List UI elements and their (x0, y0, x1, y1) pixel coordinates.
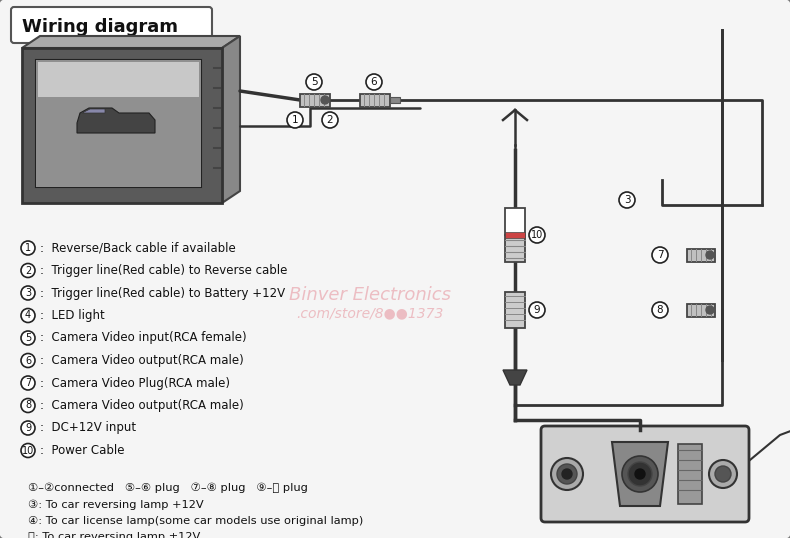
Circle shape (562, 469, 572, 479)
Circle shape (21, 331, 35, 345)
Polygon shape (22, 36, 240, 48)
Text: :  Trigger line(Red cable) to Reverse cable: : Trigger line(Red cable) to Reverse cab… (40, 264, 288, 277)
Circle shape (709, 460, 737, 488)
Polygon shape (77, 108, 155, 133)
Text: 5: 5 (24, 333, 31, 343)
Text: 1: 1 (292, 115, 299, 125)
Bar (300, 94, 330, 107)
Circle shape (706, 306, 714, 314)
Circle shape (551, 458, 583, 490)
Circle shape (21, 376, 35, 390)
Polygon shape (612, 442, 668, 506)
FancyBboxPatch shape (541, 426, 749, 522)
Circle shape (628, 462, 652, 486)
Circle shape (322, 112, 338, 128)
Circle shape (21, 443, 35, 457)
Text: 2: 2 (24, 265, 31, 275)
Circle shape (529, 302, 545, 318)
Circle shape (622, 456, 658, 492)
Bar (505, 235, 525, 262)
Text: 10: 10 (531, 230, 544, 240)
Text: :  Camera Video output(RCA male): : Camera Video output(RCA male) (40, 399, 244, 412)
Circle shape (21, 264, 35, 278)
FancyBboxPatch shape (11, 7, 212, 43)
Bar (22, 48, 222, 203)
Circle shape (21, 399, 35, 413)
Text: ④: To car license lamp(some car models use original lamp): ④: To car license lamp(some car models u… (28, 516, 363, 526)
Text: 6: 6 (25, 356, 31, 365)
Circle shape (21, 421, 35, 435)
Text: Binver Electronics: Binver Electronics (289, 286, 451, 304)
Polygon shape (222, 36, 240, 203)
Text: :  LED light: : LED light (40, 309, 105, 322)
Text: 7: 7 (24, 378, 31, 388)
Text: 8: 8 (25, 400, 31, 410)
Bar (678, 444, 702, 504)
Bar (360, 94, 390, 107)
Text: 4: 4 (25, 310, 31, 321)
Circle shape (619, 192, 635, 208)
Circle shape (366, 74, 382, 90)
Circle shape (715, 466, 731, 482)
Text: .com/store/8●●1373: .com/store/8●●1373 (296, 306, 444, 320)
Text: :  Power Cable: : Power Cable (40, 444, 125, 457)
Text: 2: 2 (327, 115, 333, 125)
Bar (687, 304, 715, 317)
Text: :  Camera Video output(RCA male): : Camera Video output(RCA male) (40, 354, 244, 367)
Text: 6: 6 (371, 77, 378, 87)
Text: :  Reverse/Back cable if available: : Reverse/Back cable if available (40, 242, 235, 254)
Text: 3: 3 (25, 288, 31, 298)
Text: ③: To car reversing lamp +12V: ③: To car reversing lamp +12V (28, 500, 204, 511)
Bar (38, 62, 199, 97)
Circle shape (21, 241, 35, 255)
Bar (36, 60, 201, 187)
Polygon shape (503, 370, 527, 385)
Bar (505, 292, 525, 328)
Text: ⑪: To car reversing lamp ±12V: ⑪: To car reversing lamp ±12V (28, 532, 200, 538)
Text: 10: 10 (22, 445, 34, 456)
Bar (505, 232, 525, 238)
Text: 5: 5 (310, 77, 318, 87)
Text: 1: 1 (25, 243, 31, 253)
Circle shape (529, 227, 545, 243)
Circle shape (652, 302, 668, 318)
Text: Wiring diagram: Wiring diagram (22, 18, 178, 36)
Bar (36, 60, 201, 187)
Bar (687, 249, 715, 262)
Polygon shape (82, 109, 105, 113)
Text: 8: 8 (656, 305, 664, 315)
Circle shape (635, 469, 645, 479)
Bar (505, 208, 525, 235)
Text: 9: 9 (534, 305, 540, 315)
Text: 9: 9 (25, 423, 31, 433)
Text: :  Camera Video Plug(RCA male): : Camera Video Plug(RCA male) (40, 377, 230, 390)
Circle shape (21, 308, 35, 322)
Circle shape (652, 247, 668, 263)
Bar (390, 97, 400, 103)
Circle shape (321, 96, 329, 104)
Text: ①–②connected   ⑤–⑥ plug   ⑦–⑧ plug   ⑨–⑪ plug: ①–②connected ⑤–⑥ plug ⑦–⑧ plug ⑨–⑪ plug (28, 483, 308, 493)
Circle shape (706, 251, 714, 259)
Text: 7: 7 (656, 250, 664, 260)
Text: :  Camera Video input(RCA female): : Camera Video input(RCA female) (40, 331, 246, 344)
Text: :  DC+12V input: : DC+12V input (40, 421, 136, 435)
Circle shape (557, 464, 577, 484)
Circle shape (287, 112, 303, 128)
Text: 3: 3 (623, 195, 630, 205)
Circle shape (21, 353, 35, 367)
Text: :  Trigger line(Red cable) to Battery +12V: : Trigger line(Red cable) to Battery +12… (40, 287, 285, 300)
Circle shape (306, 74, 322, 90)
Circle shape (21, 286, 35, 300)
